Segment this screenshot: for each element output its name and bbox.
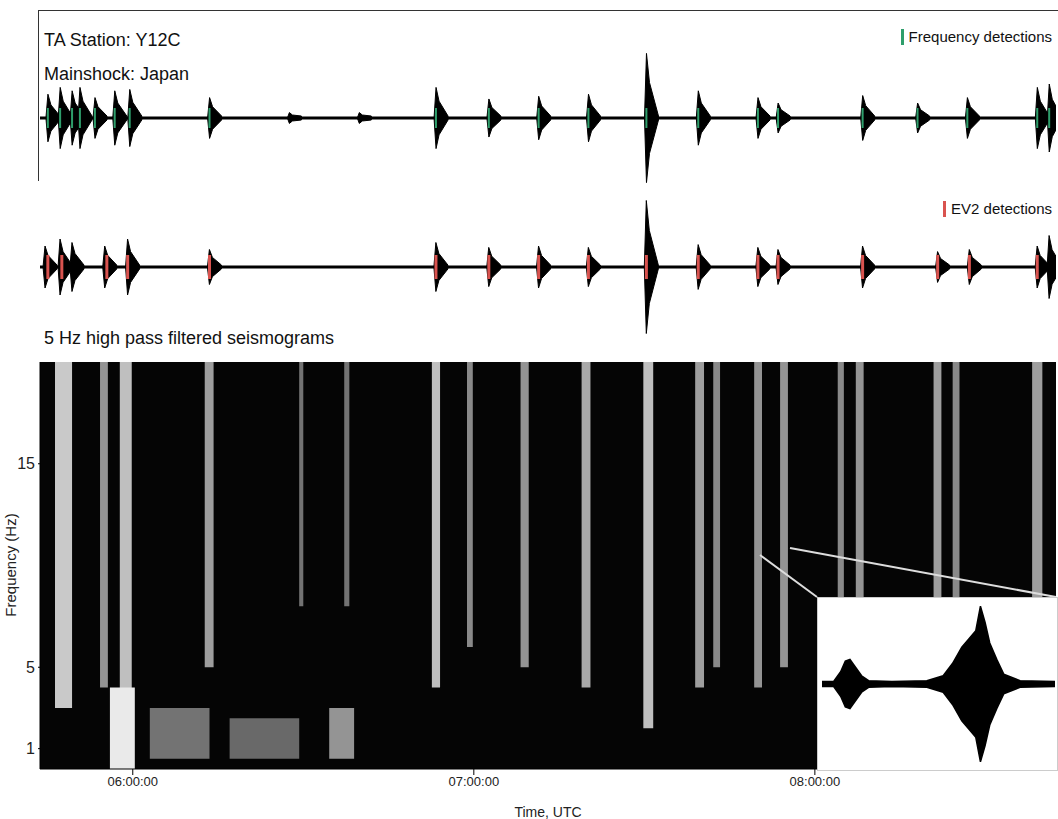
svg-text:06:00:00: 06:00:00 bbox=[107, 774, 158, 789]
svg-text:1: 1 bbox=[26, 740, 35, 757]
html-text:TA Station: Y12C: TA Station: Y12C bbox=[44, 30, 181, 50]
html-text:5 Hz high pass filtered seismo: 5 Hz high pass filtered seismograms bbox=[44, 328, 335, 348]
html-text:Mainshock: Japan: Mainshock: Japan bbox=[44, 64, 190, 84]
svg-text:Time, UTC: Time, UTC bbox=[514, 804, 581, 819]
svg-text:15: 15 bbox=[17, 455, 35, 472]
svg-text:07:00:00: 07:00:00 bbox=[449, 774, 500, 789]
html-text:EV2 detections: EV2 detections bbox=[951, 200, 1052, 217]
svg-text:08:00:00: 08:00:00 bbox=[790, 774, 841, 789]
svg-text:Frequency (Hz): Frequency (Hz) bbox=[2, 513, 19, 616]
html-text:Frequency detections: Frequency detections bbox=[908, 28, 1052, 45]
svg-text:5: 5 bbox=[26, 659, 35, 676]
